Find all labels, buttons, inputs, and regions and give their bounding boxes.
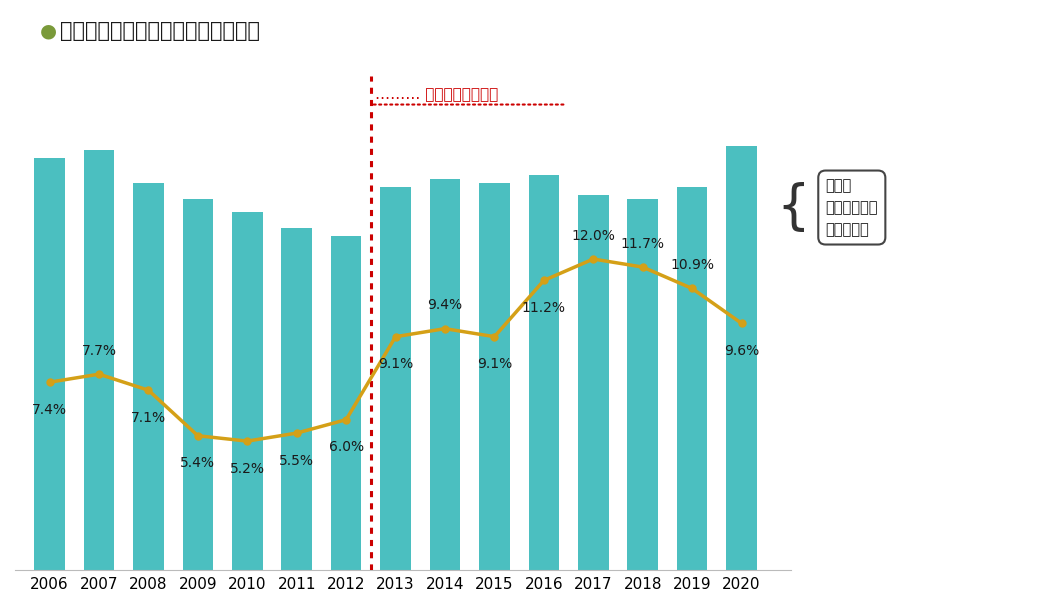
Text: 6.0%: 6.0% <box>329 440 364 454</box>
Bar <box>677 187 707 570</box>
Bar <box>232 212 263 570</box>
Text: 9.4%: 9.4% <box>427 298 463 312</box>
Text: ●: ● <box>40 21 56 40</box>
Text: 5.5%: 5.5% <box>279 453 314 467</box>
Text: 5.4%: 5.4% <box>180 456 215 470</box>
Bar <box>726 146 757 570</box>
Bar <box>479 183 510 570</box>
Text: 5.2%: 5.2% <box>230 462 265 476</box>
Text: 10.9%: 10.9% <box>670 258 714 272</box>
Text: 7.4%: 7.4% <box>32 403 68 417</box>
Bar <box>83 150 114 570</box>
Text: スカイツリー開業前後の業績の推移: スカイツリー開業前後の業績の推移 <box>60 21 260 41</box>
Bar <box>430 178 461 570</box>
Text: 12.0%: 12.0% <box>571 229 616 243</box>
Bar <box>282 228 312 570</box>
Bar <box>183 199 213 570</box>
Text: 7.7%: 7.7% <box>81 344 116 358</box>
Bar <box>133 183 163 570</box>
Bar <box>34 158 64 570</box>
Bar <box>381 187 411 570</box>
Text: {: { <box>776 181 810 234</box>
Text: 9.1%: 9.1% <box>378 358 413 371</box>
Bar <box>331 236 362 570</box>
Bar <box>528 175 560 570</box>
Text: 9.6%: 9.6% <box>724 344 759 358</box>
Text: 11.2%: 11.2% <box>522 301 566 315</box>
Bar <box>627 199 658 570</box>
Text: ……… スカイツリー開業: ……… スカイツリー開業 <box>374 87 498 103</box>
Text: 9.1%: 9.1% <box>476 358 512 371</box>
Text: 7.1%: 7.1% <box>131 411 166 425</box>
Bar <box>578 195 608 570</box>
Text: 11.7%: 11.7% <box>621 237 665 251</box>
Text: 開業後
高収益体質の
企業へ転換: 開業後 高収益体質の 企業へ転換 <box>826 178 878 237</box>
